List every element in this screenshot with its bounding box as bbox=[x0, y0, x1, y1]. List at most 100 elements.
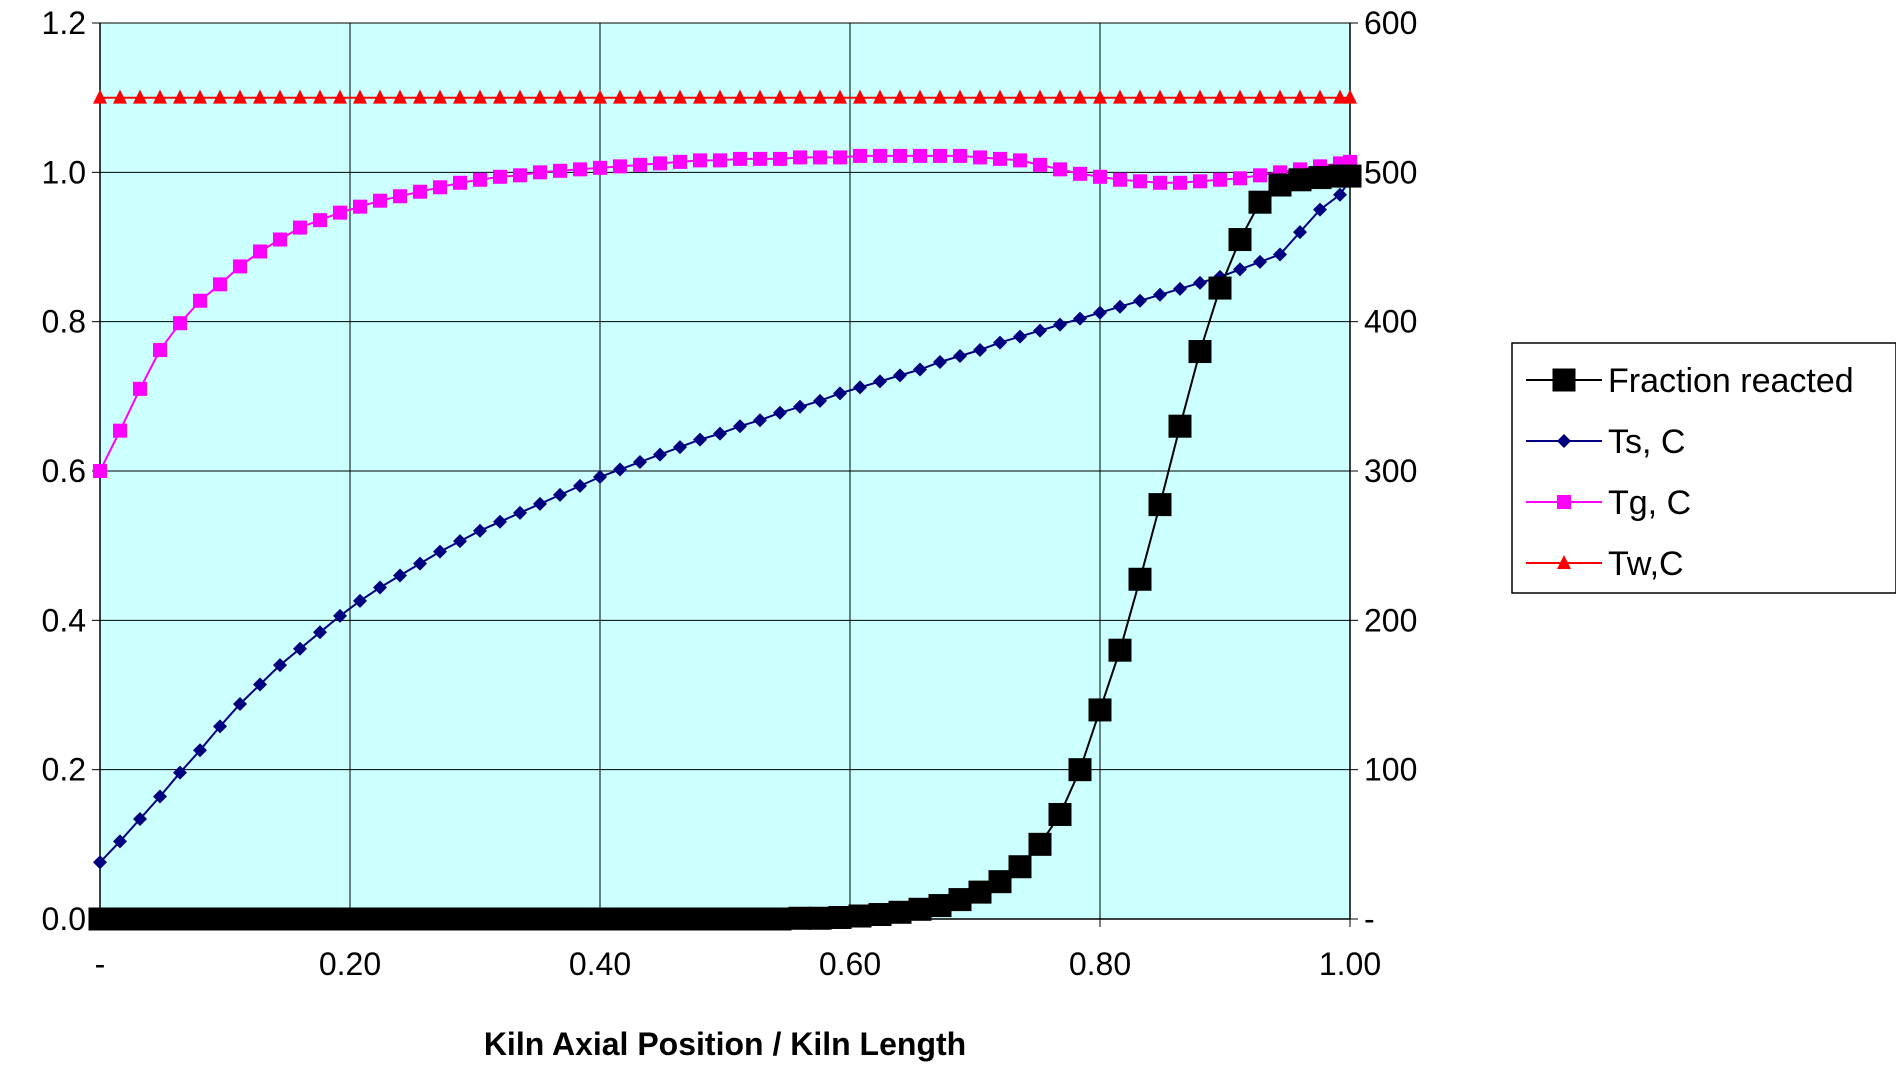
data-point-fraction-reacted bbox=[248, 907, 272, 931]
y-left-tick-label: 0.6 bbox=[42, 453, 86, 489]
data-point-fraction-reacted bbox=[1188, 340, 1212, 364]
data-point-tw-c bbox=[1253, 89, 1267, 104]
data-point-fraction-reacted bbox=[888, 900, 912, 924]
data-point-ts-c bbox=[1313, 202, 1327, 217]
y-right-tick-label: 100 bbox=[1364, 752, 1417, 788]
data-point-fraction-reacted bbox=[648, 907, 672, 931]
data-point-tg-c bbox=[553, 163, 567, 178]
data-point-tw-c bbox=[353, 89, 367, 104]
data-point-tg-c bbox=[753, 151, 767, 166]
data-point-ts-c bbox=[753, 413, 767, 428]
data-point-tg-c bbox=[93, 464, 107, 478]
series-layer bbox=[88, 89, 1362, 931]
data-point-fraction-reacted bbox=[368, 907, 392, 931]
data-point-fraction-reacted bbox=[308, 907, 332, 931]
data-point-tw-c bbox=[1173, 89, 1187, 104]
data-point-ts-c bbox=[253, 677, 267, 692]
data-point-tw-c bbox=[633, 89, 647, 104]
data-point-ts-c bbox=[973, 343, 987, 358]
data-point-fraction-reacted bbox=[788, 906, 812, 930]
data-point-fraction-reacted bbox=[728, 907, 752, 931]
data-point-fraction-reacted bbox=[1338, 164, 1362, 188]
data-point-fraction-reacted bbox=[1288, 168, 1312, 192]
y-left-tick-label: 1.2 bbox=[42, 5, 86, 41]
data-point-tg-c bbox=[173, 316, 187, 331]
data-point-ts-c bbox=[513, 505, 527, 520]
data-point-tg-c bbox=[1133, 174, 1147, 189]
data-point-ts-c bbox=[273, 658, 287, 673]
data-point-fraction-reacted bbox=[548, 907, 572, 931]
data-point-tg-c bbox=[653, 156, 667, 171]
data-point-ts-c bbox=[1073, 311, 1087, 326]
data-point-fraction-reacted bbox=[628, 907, 652, 931]
data-point-ts-c bbox=[813, 393, 827, 408]
data-point-ts-c bbox=[833, 386, 847, 401]
data-point-fraction-reacted bbox=[908, 897, 932, 921]
data-point-tw-c bbox=[1153, 89, 1167, 104]
data-point-tw-c bbox=[1293, 89, 1307, 104]
data-point-tg-c bbox=[273, 232, 287, 247]
y-left-tick-label: 0.4 bbox=[42, 602, 86, 638]
data-point-fraction-reacted bbox=[1208, 276, 1232, 300]
data-point-ts-c bbox=[113, 834, 127, 849]
data-point-ts-c bbox=[853, 380, 867, 395]
data-point-tg-c bbox=[1213, 172, 1227, 187]
data-point-fraction-reacted bbox=[408, 907, 432, 931]
data-point-tg-c bbox=[1233, 171, 1247, 186]
data-point-tw-c bbox=[1193, 89, 1207, 104]
data-point-fraction-reacted bbox=[508, 907, 532, 931]
data-point-fraction-reacted bbox=[1108, 638, 1132, 662]
data-point-tg-c bbox=[413, 184, 427, 199]
series-line-tg-c bbox=[99, 154, 1351, 472]
data-point-ts-c bbox=[713, 426, 727, 441]
data-point-ts-c bbox=[893, 368, 907, 383]
data-point-fraction-reacted bbox=[688, 907, 712, 931]
data-point-tw-c bbox=[1333, 89, 1347, 104]
data-point-fraction-reacted bbox=[288, 907, 312, 931]
data-point-fraction-reacted bbox=[348, 907, 372, 931]
data-point-tw-c bbox=[273, 89, 287, 104]
data-point-tg-c bbox=[293, 220, 307, 235]
data-point-ts-c bbox=[773, 405, 787, 420]
data-point-tg-c bbox=[933, 148, 947, 163]
data-point-tg-c bbox=[953, 148, 967, 163]
data-point-tg-c bbox=[773, 151, 787, 166]
data-point-fraction-reacted bbox=[708, 907, 732, 931]
data-point-fraction-reacted bbox=[108, 907, 132, 931]
data-point-ts-c bbox=[693, 432, 707, 447]
data-point-fraction-reacted bbox=[608, 907, 632, 931]
data-point-fraction-reacted bbox=[188, 907, 212, 931]
legend-label-tw-c: Tw,C bbox=[1608, 545, 1684, 583]
data-point-tw-c bbox=[653, 89, 667, 104]
data-point-tw-c bbox=[493, 89, 507, 104]
data-point-tg-c bbox=[893, 148, 907, 163]
data-point-tg-c bbox=[833, 150, 847, 165]
data-point-tg-c bbox=[133, 381, 147, 396]
data-point-fraction-reacted bbox=[868, 903, 892, 927]
data-point-ts-c bbox=[873, 374, 887, 389]
legend-label-ts-c: Ts, C bbox=[1608, 423, 1685, 461]
data-point-tw-c bbox=[1113, 89, 1127, 104]
data-point-tg-c bbox=[373, 193, 387, 208]
data-point-fraction-reacted bbox=[208, 907, 232, 931]
data-point-tg-c bbox=[733, 151, 747, 166]
data-point-fraction-reacted bbox=[848, 904, 872, 928]
data-point-tg-c bbox=[693, 153, 707, 168]
data-point-tw-c bbox=[473, 89, 487, 104]
data-point-ts-c bbox=[1193, 275, 1207, 290]
data-point-tw-c bbox=[833, 89, 847, 104]
data-point-fraction-reacted bbox=[768, 907, 792, 931]
x-tick-label: - bbox=[95, 946, 106, 982]
data-point-fraction-reacted bbox=[568, 907, 592, 931]
y-right-tick-label: 200 bbox=[1364, 602, 1417, 638]
data-point-tw-c bbox=[133, 89, 147, 104]
data-point-tw-c bbox=[1343, 89, 1357, 104]
legend-marker-tg-c bbox=[1557, 495, 1571, 509]
data-point-tw-c bbox=[253, 89, 267, 104]
data-point-tw-c bbox=[1313, 89, 1327, 104]
data-point-ts-c bbox=[933, 354, 947, 369]
data-point-tw-c bbox=[113, 89, 127, 104]
series-ts-c bbox=[93, 172, 1357, 870]
data-point-fraction-reacted bbox=[588, 907, 612, 931]
data-point-tw-c bbox=[853, 89, 867, 104]
